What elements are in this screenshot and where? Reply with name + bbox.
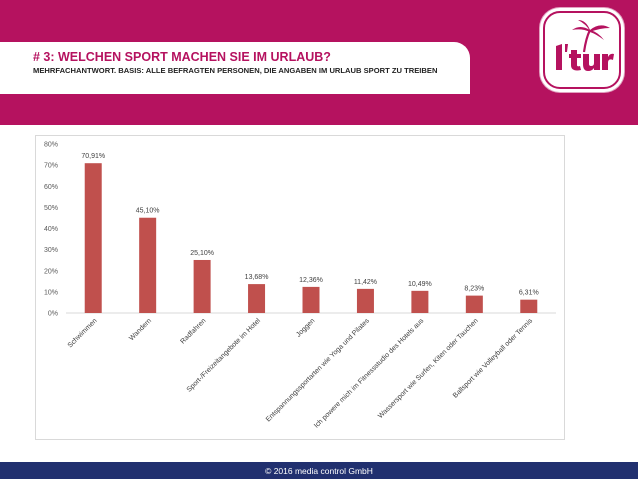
y-tick-label: 40%: [44, 226, 58, 233]
title-box: # 3: WELCHEN SPORT MACHEN SIE IM URLAUB?…: [0, 42, 470, 94]
data-label: 8,23%: [464, 286, 484, 293]
y-tick-label: 0%: [48, 311, 58, 318]
y-tick-label: 80%: [44, 142, 58, 149]
y-tick-label: 10%: [44, 289, 58, 296]
x-tick-label: Wandern: [128, 317, 153, 342]
data-label: 10,49%: [408, 281, 432, 288]
bar: [248, 284, 266, 313]
data-label: 25,10%: [190, 250, 214, 257]
bar: [356, 288, 374, 313]
x-tick-label: Entspannungssportarten wie Yoga und Pila…: [265, 317, 371, 423]
logo-graphic: [543, 11, 621, 89]
y-tick-label: 30%: [44, 247, 58, 254]
bar: [465, 295, 483, 313]
page-title: # 3: WELCHEN SPORT MACHEN SIE IM URLAUB?: [33, 50, 331, 64]
x-tick-label: Joggen: [295, 317, 316, 338]
x-tick-label: Wassersport wie Surfen, Kiten oder Tauch…: [377, 317, 480, 420]
data-label: 11,42%: [354, 279, 377, 286]
bar: [193, 259, 211, 313]
data-label: 45,10%: [136, 208, 160, 215]
bar: [139, 217, 157, 313]
y-tick-label: 20%: [44, 268, 58, 275]
bar: [520, 299, 538, 313]
data-label: 13,68%: [245, 274, 269, 281]
x-tick-label: Schwimmen: [67, 317, 99, 349]
bar: [302, 286, 320, 313]
ltur-logo: [540, 8, 624, 92]
bar: [84, 163, 102, 313]
y-tick-label: 50%: [44, 205, 58, 212]
y-tick-label: 70%: [44, 163, 58, 170]
bar-chart: 0% 10% 20% 30% 40% 50% 60% 70% 80% 70,91% Schwimme…: [44, 142, 556, 430]
bar: [411, 290, 429, 313]
y-tick-label: 60%: [44, 184, 58, 191]
x-tick-label: Ich powere mich im Fitnessstudio des Hot…: [313, 317, 426, 430]
data-label: 6,31%: [519, 290, 539, 297]
page-subtitle: MEHRFACHANTWORT. BASIS: ALLE BEFRAGTEN P…: [33, 66, 438, 75]
data-label: 12,36%: [299, 277, 323, 284]
x-tick-label: Radfahren: [179, 317, 207, 345]
chart-area: 0% 10% 20% 30% 40% 50% 60% 70% 80% 70,91% Schwimme…: [35, 135, 565, 440]
data-label: 70,91%: [81, 153, 105, 160]
footer-band: [0, 459, 638, 479]
copyright-text: © 2016 media control GmbH: [265, 466, 373, 476]
footer-divider: [0, 459, 638, 462]
